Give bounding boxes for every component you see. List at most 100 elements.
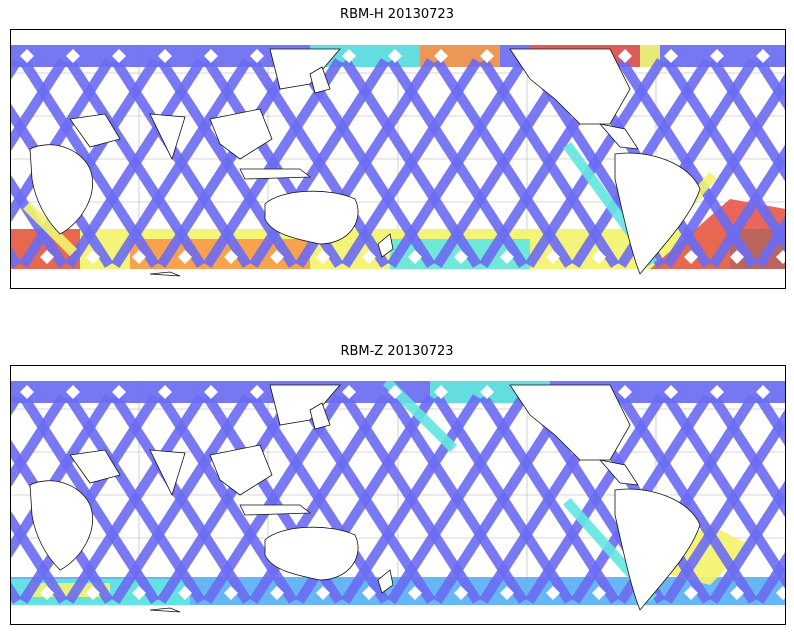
antarctica-outline	[149, 607, 181, 613]
central-america-outline	[598, 123, 639, 150]
data-gaps	[20, 49, 786, 264]
coastlines	[29, 48, 701, 277]
south-america-outline	[614, 488, 701, 611]
east-asia-outline	[269, 48, 341, 90]
gap-diamond	[342, 385, 356, 399]
descending-track	[525, 394, 666, 604]
ascending-track	[755, 58, 786, 112]
se-asia-outline	[209, 444, 273, 496]
australia-outline	[264, 190, 359, 245]
gap-diamond	[342, 49, 356, 63]
gap-diamond	[270, 250, 284, 264]
map-title-bottom: RBM-Z 20130723	[340, 344, 454, 359]
gap-diamond	[250, 49, 264, 63]
indonesia-outline	[239, 168, 312, 180]
descending-track	[709, 143, 786, 268]
gap-diamond	[546, 250, 560, 264]
gap-diamond	[710, 385, 724, 399]
gap-diamond	[756, 49, 770, 63]
antarctica-outline	[149, 271, 181, 277]
gap-diamond	[250, 385, 264, 399]
gap-diamond	[684, 586, 698, 600]
arabia-outline	[69, 449, 121, 484]
gap-diamond	[618, 49, 632, 63]
gap-diamond	[500, 250, 514, 264]
gap-diamond	[224, 586, 238, 600]
descending-track	[341, 58, 482, 268]
descending-track	[157, 394, 298, 604]
ascending-track	[22, 201, 78, 257]
descending-track	[663, 408, 786, 604]
gap-diamond	[204, 385, 218, 399]
ascending-track	[10, 509, 68, 604]
india-outline	[149, 449, 186, 497]
east-asia-outline	[269, 384, 341, 426]
gap-diamond	[132, 250, 146, 264]
no-data-north	[10, 29, 786, 45]
gap-diamond	[86, 250, 100, 264]
gap-diamond	[684, 250, 698, 264]
gap-diamond	[362, 250, 376, 264]
descending-track	[525, 58, 666, 268]
descending-track	[341, 394, 482, 604]
descending-track	[755, 214, 786, 268]
gap-diamond	[112, 49, 126, 63]
descending-track	[111, 394, 252, 604]
ascending-track	[755, 394, 786, 448]
data-gaps	[20, 385, 786, 600]
descending-track	[203, 58, 344, 268]
gap-diamond	[178, 250, 192, 264]
se-asia-outline	[209, 108, 273, 160]
new-zealand-outline	[377, 569, 394, 594]
gap-diamond	[776, 586, 786, 600]
gap-diamond	[66, 49, 80, 63]
gap-diamond	[112, 385, 126, 399]
descending-track	[433, 58, 574, 268]
descending-track	[755, 550, 786, 604]
ascending-track	[10, 173, 68, 268]
gap-diamond	[664, 49, 678, 63]
gap-diamond	[408, 586, 422, 600]
gap-diamond	[224, 250, 238, 264]
gap-diamond	[178, 586, 192, 600]
gap-diamond	[270, 586, 284, 600]
gap-diamond	[66, 385, 80, 399]
gap-diamond	[40, 586, 54, 600]
south-america-outline	[614, 152, 701, 275]
gap-diamond	[86, 586, 100, 600]
north-america-outline	[509, 384, 631, 461]
descending-track	[157, 58, 298, 268]
gap-diamond	[480, 385, 494, 399]
central-america-outline	[598, 459, 639, 486]
swath-map-rbm-h	[10, 29, 786, 289]
descending-track	[65, 394, 206, 604]
gap-diamond	[388, 385, 402, 399]
swath-map-rbm-z	[10, 365, 786, 625]
gap-diamond	[408, 250, 422, 264]
australia-outline	[264, 526, 359, 581]
map-frame	[10, 29, 786, 289]
gap-diamond	[592, 586, 606, 600]
gap-diamond	[316, 250, 330, 264]
descending-track	[203, 394, 344, 604]
gap-diamond	[132, 586, 146, 600]
gap-diamond	[158, 49, 172, 63]
gap-diamond	[730, 250, 744, 264]
map-frame	[10, 365, 786, 625]
gap-diamond	[592, 250, 606, 264]
gap-diamond	[618, 385, 632, 399]
indonesia-outline	[239, 504, 312, 516]
descending-track	[433, 394, 574, 604]
ascending-track	[382, 377, 458, 453]
no-data-south	[10, 269, 786, 289]
gap-diamond	[480, 49, 494, 63]
descending-track	[10, 394, 68, 489]
no-data-north	[10, 365, 786, 381]
no-data-south	[10, 605, 786, 625]
gap-diamond	[710, 49, 724, 63]
gap-diamond	[756, 385, 770, 399]
descending-track	[387, 58, 528, 268]
gap-diamond	[454, 586, 468, 600]
africa-outline	[29, 144, 94, 235]
gap-diamond	[664, 385, 678, 399]
